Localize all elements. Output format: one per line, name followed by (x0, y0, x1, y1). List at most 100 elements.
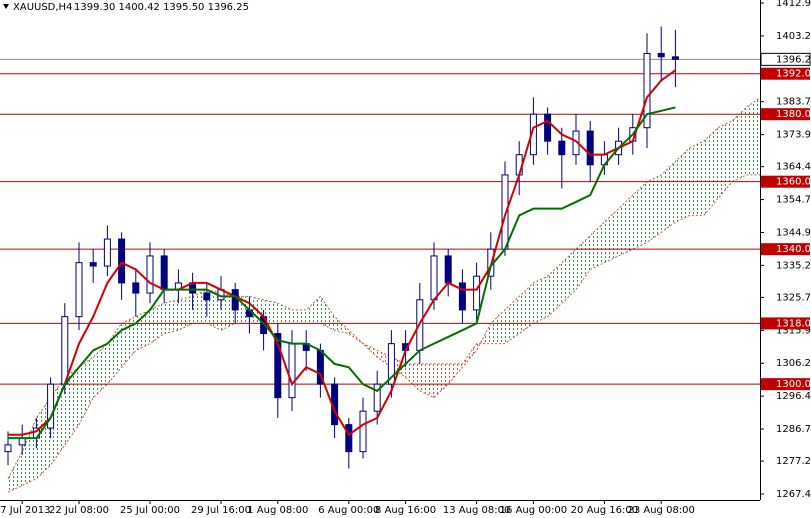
candle-body (671, 56, 679, 60)
candle-body (558, 140, 566, 156)
candle-body (643, 52, 651, 129)
level-tag (761, 67, 810, 80)
candle-body (657, 52, 665, 58)
x-tick-label: 8 Aug 16:00 (375, 505, 436, 516)
y-tick-label: 1335.20 (776, 260, 811, 271)
candle-body (359, 410, 367, 453)
cloud-segment (561, 249, 576, 304)
cloud-segment (547, 262, 562, 317)
candle-body (89, 262, 97, 267)
y-tick-label: 1315.95 (776, 325, 811, 336)
candle-body (473, 275, 481, 311)
level-tag (761, 317, 810, 330)
y-tick-label: 1354.70 (776, 195, 811, 206)
level-tag (761, 243, 810, 256)
level-tag (761, 108, 810, 121)
cloud-segment (647, 174, 662, 243)
cloud-segment (703, 127, 718, 216)
y-tick-label: 1364.45 (776, 162, 811, 173)
cloud-segment (689, 141, 704, 216)
cloud-segment (632, 181, 647, 250)
candle-body (458, 282, 466, 311)
x-tick-label: 17 Jul 2013 (0, 505, 51, 516)
y-tick-label: 1412.95 (776, 0, 811, 9)
x-tick-label: 22 Jul 08:00 (49, 505, 109, 516)
level-label: 1300.00 (776, 379, 811, 390)
x-tick-label: 13 Aug 08:00 (443, 505, 510, 516)
y-tick-label: 1296.45 (776, 391, 811, 402)
level-label: 1340.00 (776, 244, 811, 255)
x-tick-label: 23 Aug 08:00 (627, 505, 694, 516)
indicator-line (8, 69, 676, 437)
cloud-segment (533, 276, 548, 324)
cloud-segment (263, 299, 278, 324)
candle-body (444, 255, 452, 284)
candle-body (274, 333, 282, 399)
cloud-segment (79, 357, 94, 425)
candle-body (146, 255, 154, 294)
cloud-segment (64, 367, 79, 445)
x-tick-label: 20 Aug 16:00 (571, 505, 638, 516)
level-label: 1392.00 (776, 69, 811, 80)
candle-body (4, 444, 12, 453)
cloud-segment (206, 289, 221, 331)
chart-title: XAUUSD,H4 (13, 2, 72, 13)
cloud-segment (675, 147, 690, 223)
level-tag (761, 175, 810, 188)
candle-body (387, 343, 395, 385)
cloud-segment (235, 296, 250, 324)
indicator-line (8, 106, 676, 440)
cloud-segment (718, 120, 733, 199)
plot-area (0, 26, 760, 493)
cloud-edge (7, 174, 760, 493)
cloud-segment (178, 296, 193, 331)
cloud-segment (192, 289, 207, 324)
cloud-segment (661, 161, 676, 233)
candle-body (430, 255, 438, 301)
candle-body (75, 262, 83, 318)
level-label: 1318.00 (776, 318, 811, 329)
cloud-segment (292, 309, 307, 324)
cloud-segment (164, 299, 179, 334)
candle-body (18, 437, 26, 446)
level-label: 1380.00 (776, 109, 811, 120)
cloud-segment (590, 222, 605, 270)
cloud-segment (462, 343, 477, 368)
price-tag (760, 52, 811, 66)
y-tick-label: 1344.95 (776, 227, 811, 238)
x-tick-label: 1 Aug 08:00 (247, 505, 308, 516)
y-tick-label: 1403.20 (776, 31, 811, 42)
cloud-segment (519, 282, 534, 334)
candle-body (47, 383, 55, 429)
cloud-segment (732, 107, 747, 182)
cloud-segment (320, 296, 335, 331)
y-tick-label: 1286.70 (776, 424, 811, 435)
cloud-segment (419, 363, 434, 398)
x-tick-label: 25 Jul 00:00 (120, 505, 180, 516)
x-tick-label: 6 Aug 00:00 (318, 505, 379, 516)
y-tick-label: 1325.70 (776, 292, 811, 303)
cloud-segment (391, 357, 406, 378)
candle-body (118, 238, 126, 284)
y-tick-label: 1373.95 (776, 130, 811, 141)
level-label: 1360.00 (776, 177, 811, 188)
cloud-edge (7, 97, 760, 479)
y-tick-label: 1383.70 (776, 97, 811, 108)
symbol-menu-icon[interactable] (3, 4, 9, 9)
candle-body (373, 383, 381, 412)
candle-body (103, 238, 111, 267)
candle-body (586, 130, 594, 166)
cloud-segment (434, 363, 449, 398)
cloud-segment (8, 451, 23, 493)
candle-body (544, 113, 552, 142)
level-tag (761, 378, 810, 391)
cloud-segment (22, 417, 37, 486)
candle-body (203, 292, 211, 301)
x-tick-label: 29 Jul 16:00 (191, 505, 251, 516)
x-tick-label: 16 Aug 00:00 (500, 505, 567, 516)
price-label: 1396.25 (776, 54, 811, 65)
cloud-segment (505, 296, 520, 344)
cloud-segment (334, 316, 349, 334)
